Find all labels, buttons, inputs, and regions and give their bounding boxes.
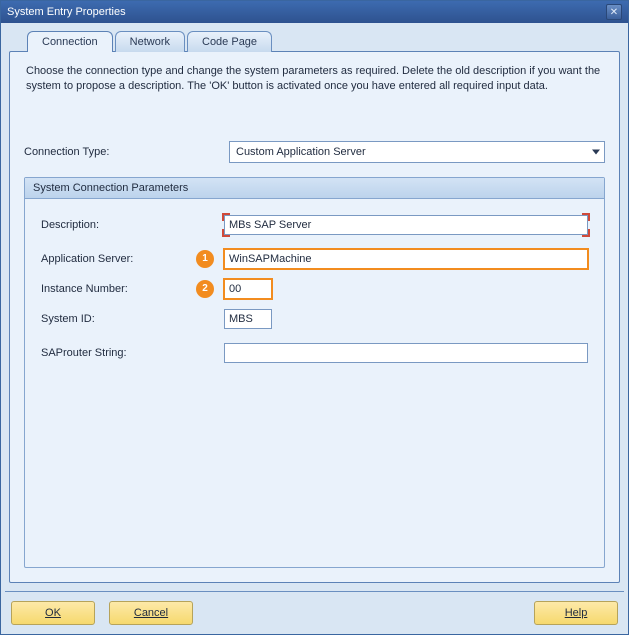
connection-type-label: Connection Type: xyxy=(24,146,229,158)
description-row: Description: 0 xyxy=(41,213,588,237)
connection-type-select[interactable]: Custom Application Server xyxy=(229,141,605,163)
systemid-row: System ID: 0 xyxy=(41,307,588,331)
dialog-window: System Entry Properties ✕ Connection Net… xyxy=(0,0,629,635)
appserver-input[interactable] xyxy=(224,249,588,269)
tab-connection[interactable]: Connection xyxy=(27,31,113,52)
ok-button[interactable]: OK xyxy=(11,601,95,625)
focus-corner-icon xyxy=(222,229,230,237)
system-connection-parameters-group: System Connection Parameters Description… xyxy=(24,177,605,568)
close-button[interactable]: ✕ xyxy=(606,4,622,20)
group-title: System Connection Parameters xyxy=(25,178,604,199)
help-button[interactable]: Help xyxy=(534,601,618,625)
appserver-row: Application Server: 1 xyxy=(41,247,588,271)
callout-badge-2: 2 xyxy=(196,280,214,298)
systemid-label: System ID: xyxy=(41,313,196,325)
instructions-text: Choose the connection type and change th… xyxy=(26,64,603,95)
instance-label: Instance Number: xyxy=(41,283,196,295)
cancel-button-label: Cancel xyxy=(134,607,168,619)
help-button-label: Help xyxy=(565,607,588,619)
tabpanel-connection: Choose the connection type and change th… xyxy=(9,51,620,583)
callout-badge-1: 1 xyxy=(196,250,214,268)
group-body: Description: 0 Application Server: 1 xyxy=(25,199,604,389)
saprouter-input[interactable] xyxy=(224,343,588,363)
description-label: Description: xyxy=(41,219,196,231)
focus-corner-icon xyxy=(582,229,590,237)
body-area: Connection Network Code Page Choose the … xyxy=(1,23,628,591)
ok-button-label: OK xyxy=(45,607,61,619)
systemid-input[interactable] xyxy=(224,309,272,329)
close-icon: ✕ xyxy=(610,7,618,18)
button-bar: OK Cancel Help xyxy=(1,592,628,634)
connection-type-row: Connection Type: Custom Application Serv… xyxy=(24,141,605,163)
saprouter-label: SAProuter String: xyxy=(41,347,196,359)
description-input[interactable] xyxy=(224,215,588,235)
instance-row: Instance Number: 2 xyxy=(41,277,588,301)
instance-input[interactable] xyxy=(224,279,272,299)
tabstrip: Connection Network Code Page xyxy=(27,31,620,52)
focus-corner-icon xyxy=(222,213,230,221)
cancel-button[interactable]: Cancel xyxy=(109,601,193,625)
titlebar: System Entry Properties ✕ xyxy=(1,1,628,23)
focus-corner-icon xyxy=(582,213,590,221)
window-title: System Entry Properties xyxy=(7,6,606,18)
appserver-label: Application Server: xyxy=(41,253,196,265)
connection-type-value: Custom Application Server xyxy=(236,146,366,158)
saprouter-row: SAProuter String: 0 xyxy=(41,341,588,365)
chevron-down-icon xyxy=(592,149,600,154)
tab-network[interactable]: Network xyxy=(115,31,185,52)
description-input-wrap xyxy=(224,215,588,235)
tab-codepage[interactable]: Code Page xyxy=(187,31,272,52)
